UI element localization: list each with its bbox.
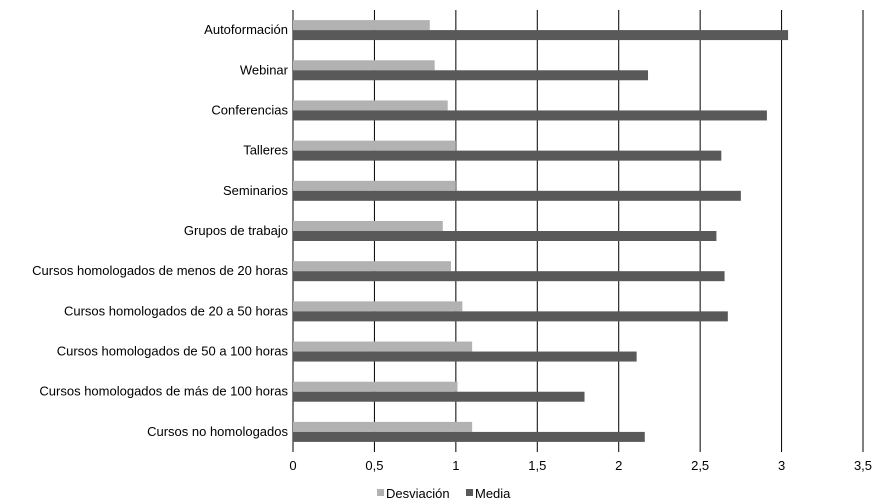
bar-media (293, 110, 767, 121)
category-label: Cursos homologados de menos de 20 horas (32, 263, 288, 278)
x-tick-label: 3 (778, 458, 785, 473)
bar-media (293, 311, 728, 322)
bar-media (293, 30, 789, 41)
bar-media (293, 391, 585, 402)
bar-media (293, 150, 722, 161)
bar-desviacion (293, 60, 435, 71)
x-tick-label: 0 (289, 458, 296, 473)
category-label: Grupos de trabajo (184, 223, 288, 238)
bar-desviacion (293, 140, 456, 151)
category-label: Conferencias (211, 102, 288, 117)
legend-swatch-desviacion (377, 489, 384, 496)
legend-label-desviacion: Desviación (386, 486, 450, 501)
legend-label-media: Media (475, 486, 511, 501)
bar-desviacion (293, 421, 473, 432)
bar-desviacion (293, 261, 451, 272)
category-label: Cursos homologados de más de 100 horas (39, 384, 288, 399)
bar-desviacion (293, 221, 443, 231)
bars-group (293, 20, 789, 442)
x-tick-labels: 0 0,5 1 1,5 2 2,5 3 3,5 (289, 458, 872, 473)
category-label: Cursos homologados de 20 a 50 horas (64, 303, 289, 318)
x-tick-label: 3,5 (854, 458, 872, 473)
legend: Desviación Media (377, 486, 511, 501)
bar-media (293, 351, 637, 362)
bar-desviacion (293, 341, 473, 352)
category-label: Cursos no homologados (147, 424, 288, 439)
bar-desviacion (293, 381, 458, 392)
category-label: Seminarios (223, 183, 289, 198)
bar-desviacion (293, 100, 448, 111)
category-label: Cursos homologados de 50 a 100 horas (57, 344, 289, 359)
bar-desviacion (293, 180, 456, 191)
x-tick-label: 1,5 (528, 458, 546, 473)
x-tick-label: 2 (615, 458, 622, 473)
x-tick-label: 2,5 (691, 458, 709, 473)
category-label: Talleres (243, 143, 288, 158)
category-label: Autoformación (204, 22, 288, 37)
bar-media (293, 431, 645, 442)
bar-desviacion (293, 301, 463, 312)
bar-media (293, 70, 649, 81)
category-label: Webinar (240, 62, 289, 77)
legend-swatch-media (466, 489, 473, 496)
category-labels: Autoformación Webinar Conferencias Talleres… (32, 22, 288, 439)
bar-media (293, 231, 717, 241)
bar-media (293, 271, 725, 282)
x-tick-label: 0,5 (365, 458, 383, 473)
bar-media (293, 190, 741, 201)
bar-desviacion (293, 20, 430, 31)
x-tick-label: 1 (452, 458, 459, 473)
